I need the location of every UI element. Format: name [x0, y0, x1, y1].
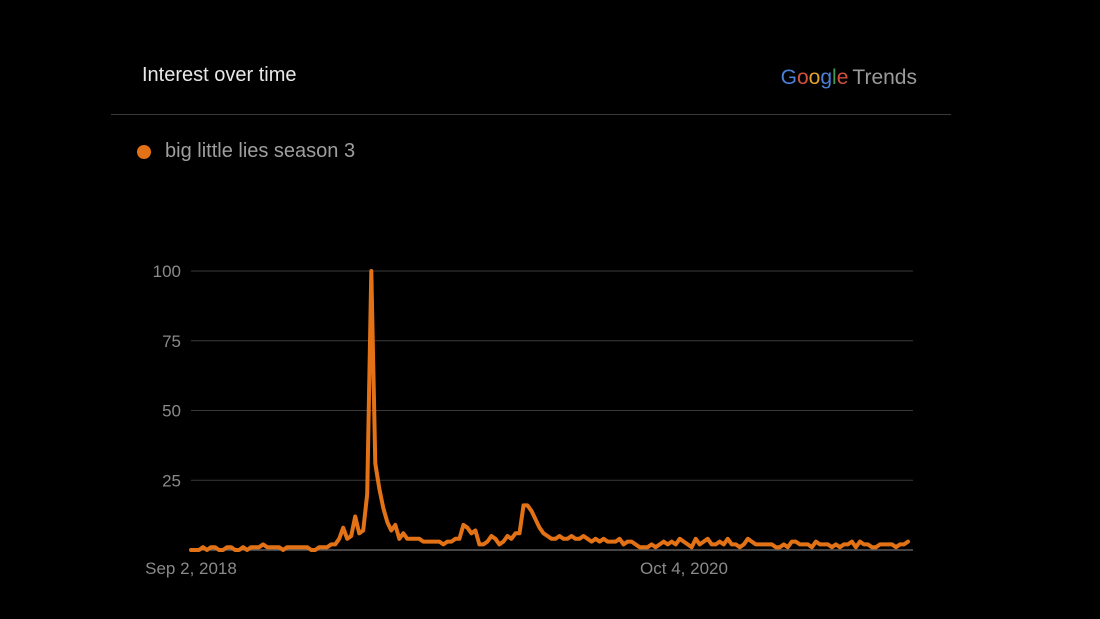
x-tick-label-0: Sep 2, 2018 — [145, 559, 237, 578]
trends-label: Trends — [852, 66, 917, 89]
x-tick-label-1: Oct 4, 2020 — [640, 559, 728, 578]
y-tick-label-100: 100 — [153, 262, 181, 281]
y-tick-label-75: 75 — [162, 332, 181, 351]
legend[interactable]: big little lies season 3 — [137, 140, 355, 163]
header-divider — [111, 114, 951, 115]
y-tick-label-50: 50 — [162, 402, 181, 421]
legend-series-label: big little lies season 3 — [165, 140, 356, 162]
google-trends-logo: Google Trends — [780, 66, 917, 89]
chart-title: Interest over time — [142, 64, 297, 86]
series-line — [189, 269, 910, 552]
interest-over-time-card: Interest over time Google Trends big litt… — [111, 0, 951, 619]
legend-marker — [137, 144, 151, 159]
y-tick-label-25: 25 — [162, 471, 181, 490]
